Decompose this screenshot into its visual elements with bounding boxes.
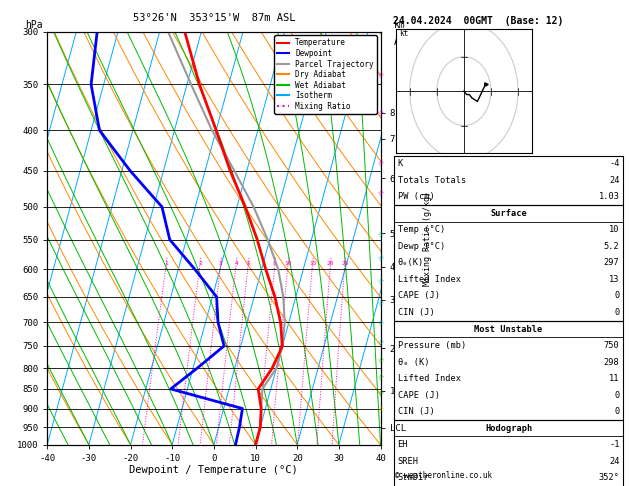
Text: ///: /// xyxy=(378,298,386,306)
Text: θₑ(K): θₑ(K) xyxy=(398,259,424,267)
Text: θₑ (K): θₑ (K) xyxy=(398,358,429,366)
Text: 20: 20 xyxy=(327,261,335,266)
Text: 11: 11 xyxy=(609,374,620,383)
Text: ///: /// xyxy=(378,277,386,284)
Text: CIN (J): CIN (J) xyxy=(398,407,434,416)
Text: ///: /// xyxy=(378,405,386,412)
Text: 1: 1 xyxy=(164,261,168,266)
Text: 750: 750 xyxy=(604,341,620,350)
Text: 5.2: 5.2 xyxy=(604,242,620,251)
Text: 13: 13 xyxy=(609,275,620,284)
Text: ///: /// xyxy=(378,109,386,117)
Text: CIN (J): CIN (J) xyxy=(398,308,434,317)
Text: 2: 2 xyxy=(198,261,202,266)
Text: K: K xyxy=(398,159,403,168)
Text: ///: /// xyxy=(378,373,386,381)
Text: 10: 10 xyxy=(609,226,620,234)
Text: Surface: Surface xyxy=(490,209,527,218)
Text: 5: 5 xyxy=(247,261,250,266)
Text: SREH: SREH xyxy=(398,457,418,466)
Text: 10: 10 xyxy=(284,261,292,266)
Text: 53°26'N  353°15'W  87m ASL: 53°26'N 353°15'W 87m ASL xyxy=(133,13,295,22)
Text: 24: 24 xyxy=(609,457,620,466)
Text: © weatheronline.co.uk: © weatheronline.co.uk xyxy=(395,471,492,480)
Text: hPa: hPa xyxy=(26,19,43,30)
Text: Hodograph: Hodograph xyxy=(485,424,532,433)
Text: 0: 0 xyxy=(615,308,620,317)
Text: 297: 297 xyxy=(604,259,620,267)
Text: km: km xyxy=(394,19,406,30)
Text: 25: 25 xyxy=(341,261,348,266)
Text: Most Unstable: Most Unstable xyxy=(474,325,543,333)
Text: CAPE (J): CAPE (J) xyxy=(398,391,440,399)
Text: 24: 24 xyxy=(609,176,620,185)
Text: 4: 4 xyxy=(234,261,238,266)
Text: Dewp (°C): Dewp (°C) xyxy=(398,242,445,251)
Text: CAPE (J): CAPE (J) xyxy=(398,292,440,300)
Text: 298: 298 xyxy=(604,358,620,366)
Text: Pressure (mb): Pressure (mb) xyxy=(398,341,466,350)
Text: ASL: ASL xyxy=(394,36,411,47)
Text: StmDir: StmDir xyxy=(398,473,429,482)
Text: ///: /// xyxy=(378,356,386,363)
Text: ///: /// xyxy=(378,229,386,237)
Text: -4: -4 xyxy=(609,159,620,168)
Text: ///: /// xyxy=(378,159,386,167)
Text: Temp (°C): Temp (°C) xyxy=(398,226,445,234)
Text: 3: 3 xyxy=(219,261,223,266)
Text: Lifted Index: Lifted Index xyxy=(398,374,460,383)
Text: 24.04.2024  00GMT  (Base: 12): 24.04.2024 00GMT (Base: 12) xyxy=(393,16,564,26)
Text: kt: kt xyxy=(399,29,408,38)
Text: -1: -1 xyxy=(609,440,620,449)
Text: ///: /// xyxy=(378,71,386,78)
Text: 15: 15 xyxy=(309,261,316,266)
Text: 352°: 352° xyxy=(599,473,620,482)
Text: ///: /// xyxy=(378,189,386,197)
Text: 8: 8 xyxy=(273,261,277,266)
Text: PW (cm): PW (cm) xyxy=(398,192,434,201)
Text: Mixing Ratio (g/kg): Mixing Ratio (g/kg) xyxy=(423,191,432,286)
X-axis label: Dewpoint / Temperature (°C): Dewpoint / Temperature (°C) xyxy=(130,466,298,475)
Legend: Temperature, Dewpoint, Parcel Trajectory, Dry Adiabat, Wet Adiabat, Isotherm, Mi: Temperature, Dewpoint, Parcel Trajectory… xyxy=(274,35,377,114)
Text: ///: /// xyxy=(378,338,386,345)
Text: ///: /// xyxy=(378,318,386,326)
Text: EH: EH xyxy=(398,440,408,449)
Text: 0: 0 xyxy=(615,391,620,399)
Text: 0: 0 xyxy=(615,407,620,416)
Text: Totals Totals: Totals Totals xyxy=(398,176,466,185)
Text: 0: 0 xyxy=(615,292,620,300)
Text: Lifted Index: Lifted Index xyxy=(398,275,460,284)
Text: ///: /// xyxy=(378,254,386,261)
Text: 1.03: 1.03 xyxy=(599,192,620,201)
Text: ///: /// xyxy=(378,389,386,397)
